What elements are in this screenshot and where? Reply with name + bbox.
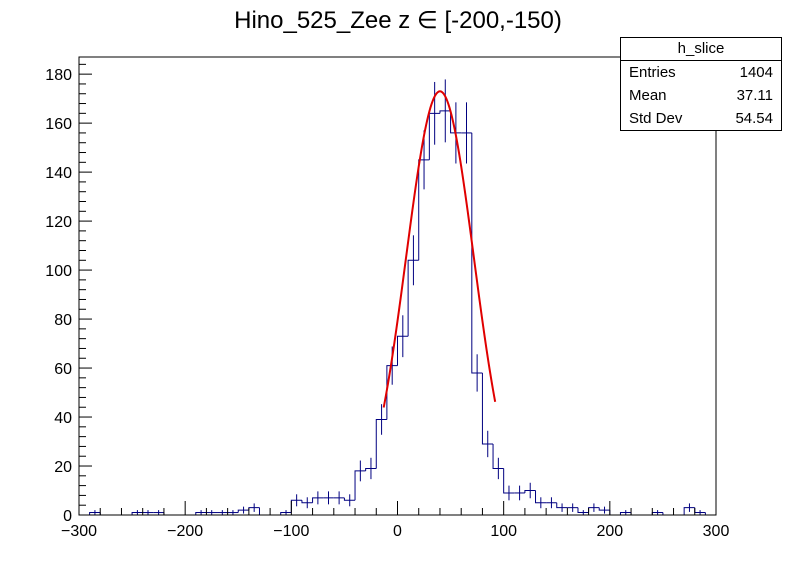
histogram-bin bbox=[131, 512, 143, 515]
histogram-bin bbox=[195, 512, 207, 515]
y-tick-label: 100 bbox=[45, 263, 72, 280]
stats-label: Entries bbox=[629, 64, 676, 81]
stats-value: 54.54 bbox=[735, 110, 773, 127]
histogram-bin bbox=[609, 510, 621, 516]
fit-curve bbox=[382, 90, 497, 408]
histogram-bin bbox=[375, 418, 387, 469]
histogram-bin bbox=[619, 512, 632, 515]
histogram-bin bbox=[343, 497, 356, 501]
histogram-bin bbox=[439, 110, 451, 114]
x-tick-label: −100 bbox=[273, 523, 309, 540]
histogram-bin bbox=[683, 507, 695, 515]
y-tick-label: 160 bbox=[45, 116, 72, 133]
y-tick-label: 180 bbox=[45, 67, 72, 84]
error-bars bbox=[94, 79, 701, 515]
stats-value: 1404 bbox=[739, 64, 773, 81]
histogram-bin bbox=[258, 507, 271, 516]
y-tick-label: 20 bbox=[54, 459, 72, 476]
histogram-bin bbox=[524, 490, 536, 493]
y-tick-label: 80 bbox=[54, 312, 72, 329]
y-tick-label: 60 bbox=[54, 361, 72, 378]
histogram-bin bbox=[450, 110, 462, 134]
histogram-bin bbox=[407, 259, 419, 337]
x-tick-label: −300 bbox=[61, 523, 97, 540]
histogram-bin bbox=[492, 443, 504, 469]
histogram-bin bbox=[280, 512, 292, 515]
gaussian-fit bbox=[382, 90, 497, 408]
stats-label: Mean bbox=[629, 87, 667, 104]
histogram-bin bbox=[598, 507, 610, 511]
x-tick-label: 300 bbox=[703, 523, 730, 540]
histogram-bin bbox=[503, 468, 515, 494]
histogram-bin bbox=[556, 502, 568, 509]
histogram-bin bbox=[481, 372, 494, 445]
histogram-series bbox=[79, 110, 716, 516]
histogram-bin bbox=[89, 512, 101, 515]
stats-row-mean: Mean 37.11 bbox=[621, 84, 781, 107]
stats-box-title: h_slice bbox=[621, 38, 781, 61]
y-tick-label: 140 bbox=[45, 165, 72, 182]
histogram-bin bbox=[397, 335, 409, 366]
stats-value: 37.11 bbox=[736, 87, 773, 104]
x-tick-label: 200 bbox=[596, 523, 623, 540]
y-axis-ticks: 0 20 40 60 80 100 120 140 160 180 bbox=[45, 63, 92, 525]
chart-title: Hino_525_Zee z ∈ [-200,-150) bbox=[234, 7, 562, 34]
x-tick-label: 100 bbox=[490, 523, 517, 540]
histogram-bin bbox=[535, 490, 547, 504]
histogram-bin bbox=[312, 497, 324, 503]
histogram-bin bbox=[237, 509, 249, 513]
stats-row-entries: Entries 1404 bbox=[621, 61, 781, 84]
x-axis-ticks: −300 −200 −100 0 100 200 300 bbox=[61, 501, 729, 540]
y-tick-label: 120 bbox=[45, 214, 72, 231]
stats-box: h_slice Entries 1404 Mean 37.11 Std Dev … bbox=[620, 37, 782, 131]
histogram-bin bbox=[354, 470, 366, 501]
x-tick-label: 0 bbox=[393, 523, 402, 540]
y-tick-label: 0 bbox=[63, 508, 72, 525]
histogram-bin bbox=[577, 507, 589, 514]
histogram-bin bbox=[471, 132, 483, 374]
x-tick-label: −200 bbox=[167, 523, 203, 540]
histogram-bin bbox=[418, 159, 430, 261]
stats-row-stddev: Std Dev 54.54 bbox=[621, 107, 781, 130]
histogram-bin bbox=[301, 500, 313, 504]
histogram-bin bbox=[365, 467, 377, 471]
stats-label: Std Dev bbox=[629, 110, 683, 127]
y-tick-label: 40 bbox=[54, 410, 72, 427]
histogram-bin bbox=[386, 365, 398, 420]
